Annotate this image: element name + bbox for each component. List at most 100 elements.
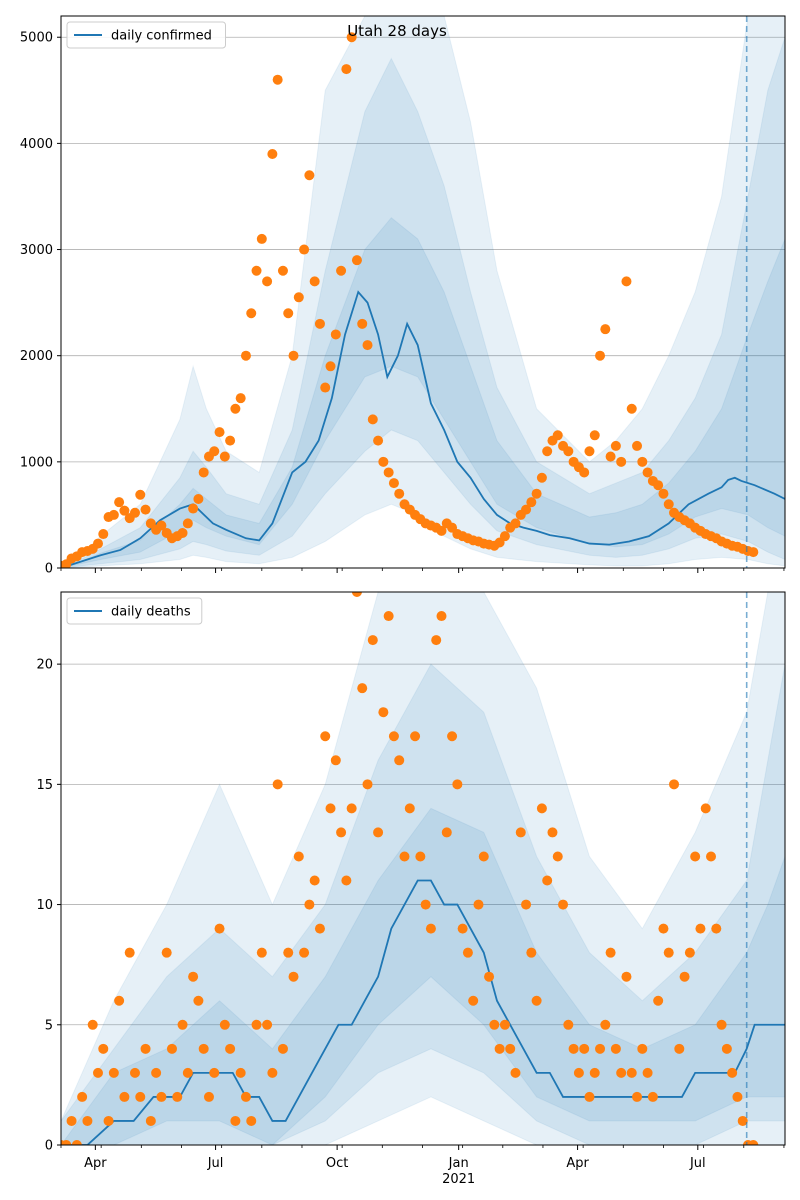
deaths-data-point bbox=[209, 1067, 220, 1078]
confirmed-data-point bbox=[589, 430, 600, 441]
deaths-data-point bbox=[499, 1019, 510, 1030]
deaths-data-point bbox=[616, 1067, 627, 1078]
deaths-data-point bbox=[468, 995, 479, 1006]
confirmed-data-point bbox=[621, 276, 632, 287]
deaths-data-point bbox=[77, 1091, 88, 1102]
deaths-data-point bbox=[521, 899, 532, 910]
confirmed-data-point bbox=[256, 233, 267, 244]
confirmed-data-point bbox=[330, 329, 341, 340]
confirmed-data-point bbox=[119, 505, 130, 516]
confirmed-data-point bbox=[653, 480, 664, 491]
deaths-data-point bbox=[621, 971, 632, 982]
deaths-data-point bbox=[721, 1043, 732, 1054]
deaths-legend-box bbox=[66, 597, 203, 625]
confirmed-data-point bbox=[610, 440, 621, 451]
deaths-data-point bbox=[399, 851, 410, 862]
confirmed-legend-box bbox=[66, 21, 226, 49]
confirmed-series-line bbox=[61, 290, 785, 568]
xtick-label: Jul bbox=[207, 1156, 224, 1171]
deaths-data-point bbox=[198, 1043, 209, 1054]
deaths-data-point bbox=[108, 1067, 119, 1078]
deaths-data-point bbox=[256, 947, 267, 958]
confirmed-data-point bbox=[277, 265, 288, 276]
confirmed-data-point bbox=[225, 435, 236, 446]
confirmed-data-point bbox=[394, 488, 405, 499]
deaths-data-point bbox=[230, 1115, 241, 1126]
deaths-legend: daily deaths bbox=[66, 597, 203, 625]
confirmed-data-point bbox=[129, 507, 140, 518]
deaths-data-point bbox=[188, 971, 199, 982]
deaths-data-point bbox=[378, 707, 389, 718]
chart-title: Utah 28 days bbox=[347, 22, 447, 40]
deaths-data-point bbox=[515, 827, 526, 838]
confirmed-data-point bbox=[626, 403, 637, 414]
confirmed-data-point bbox=[351, 255, 362, 266]
deaths-data-point bbox=[410, 731, 421, 742]
confirmed-data-point bbox=[531, 488, 542, 499]
deaths-data-point bbox=[579, 1043, 590, 1054]
deaths-data-point bbox=[235, 1067, 246, 1078]
deaths-data-point bbox=[336, 827, 347, 838]
deaths-data-point bbox=[563, 1019, 574, 1030]
deaths-data-point bbox=[552, 851, 563, 862]
confirmed-axes-frame bbox=[60, 15, 786, 569]
deaths-data-point bbox=[288, 971, 299, 982]
deaths-data-point bbox=[547, 827, 558, 838]
deaths-data-point bbox=[484, 971, 495, 982]
deaths-uncertainty-band bbox=[61, 807, 785, 1145]
deaths-data-point bbox=[203, 1091, 214, 1102]
confirmed-data-point bbox=[526, 497, 537, 508]
deaths-data-point bbox=[584, 1091, 595, 1102]
deaths-data-point bbox=[161, 947, 172, 958]
deaths-data-point bbox=[505, 1043, 516, 1054]
confirmed-data-point bbox=[632, 440, 643, 451]
deaths-data-point bbox=[653, 995, 664, 1006]
deaths-data-point bbox=[156, 1091, 167, 1102]
confirmed-data-point bbox=[542, 446, 553, 457]
confirmed-data-point bbox=[188, 503, 199, 514]
confirmed-data-point bbox=[92, 538, 103, 549]
confirmed-data-point bbox=[600, 324, 611, 335]
deaths-data-point bbox=[679, 971, 690, 982]
deaths-data-point bbox=[568, 1043, 579, 1054]
deaths-data-point bbox=[145, 1115, 156, 1126]
deaths-data-point bbox=[748, 1140, 759, 1145]
confirmed-data-point bbox=[499, 531, 510, 542]
deaths-data-point bbox=[262, 1019, 273, 1030]
deaths-data-point bbox=[61, 1140, 72, 1145]
confirmed-data-point bbox=[314, 318, 325, 329]
confirmed-uncertainty-band bbox=[61, 37, 785, 568]
deaths-data-point bbox=[71, 1140, 82, 1145]
deaths-data-point bbox=[272, 779, 283, 790]
confirmed-data-point bbox=[320, 382, 331, 393]
confirmed-data-point bbox=[605, 451, 616, 462]
deaths-data-point bbox=[103, 1115, 114, 1126]
confirmed-data-point bbox=[230, 403, 241, 414]
deaths-data-point bbox=[711, 923, 722, 934]
confirmed-data-point bbox=[336, 265, 347, 276]
deaths-data-point bbox=[330, 755, 341, 766]
confirmed-data-point bbox=[595, 350, 606, 361]
confirmed-data-point bbox=[240, 350, 251, 361]
confirmed-data-point bbox=[637, 456, 648, 467]
deaths-data-point bbox=[695, 923, 706, 934]
deaths-legend-label: daily deaths bbox=[111, 605, 191, 620]
deaths-data-point bbox=[82, 1115, 93, 1126]
deaths-data-point bbox=[727, 1067, 738, 1078]
confirmed-data-point bbox=[262, 276, 273, 287]
confirmed-legend: daily confirmed bbox=[66, 21, 226, 49]
deaths-data-point bbox=[605, 947, 616, 958]
deaths-data-point bbox=[346, 803, 357, 814]
deaths-data-point bbox=[225, 1043, 236, 1054]
deaths-data-point bbox=[193, 995, 204, 1006]
confirmed-data-point bbox=[304, 170, 315, 181]
confirmed-legend-label: daily confirmed bbox=[111, 29, 212, 44]
deaths-data-point bbox=[341, 875, 352, 886]
confirmed-data-point bbox=[246, 308, 257, 319]
confirmed-data-point bbox=[182, 518, 193, 529]
confirmed-data-point bbox=[536, 472, 547, 483]
confirmed-ytick-label: 5000 bbox=[20, 31, 53, 46]
deaths-data-point bbox=[251, 1019, 262, 1030]
deaths-data-point bbox=[425, 923, 436, 934]
